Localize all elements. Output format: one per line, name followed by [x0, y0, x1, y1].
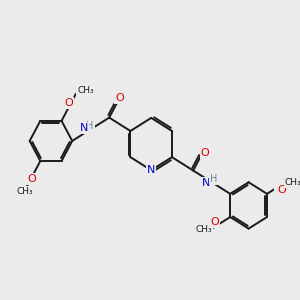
- Text: CH₃: CH₃: [77, 86, 94, 95]
- Text: O: O: [211, 217, 219, 226]
- Text: CH₃: CH₃: [16, 187, 33, 196]
- Text: H: H: [86, 122, 94, 131]
- Text: N: N: [202, 178, 210, 188]
- Text: O: O: [115, 93, 124, 103]
- Text: H: H: [210, 174, 217, 184]
- Text: CH₃: CH₃: [285, 178, 300, 187]
- Text: O: O: [200, 148, 209, 158]
- Text: O: O: [27, 174, 36, 184]
- Text: CH₃: CH₃: [196, 225, 212, 234]
- Text: O: O: [65, 98, 74, 108]
- Text: N: N: [147, 165, 155, 175]
- Text: N: N: [80, 123, 88, 133]
- Text: O: O: [277, 184, 286, 194]
